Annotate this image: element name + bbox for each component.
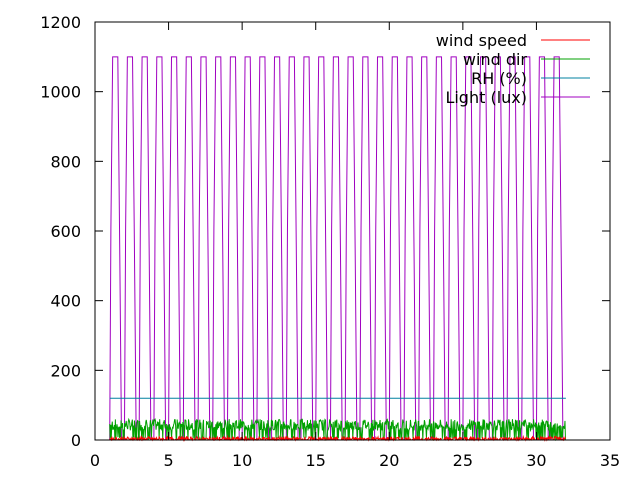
series-light-lux (109, 56, 564, 441)
y-tick-label: 1000 (40, 83, 81, 102)
x-tick-label: 35 (600, 451, 620, 470)
plot-series (109, 56, 566, 442)
y-tick-label: 800 (50, 152, 81, 171)
legend-label: Light (lux) (445, 88, 527, 107)
series-wind-dir (109, 417, 566, 442)
x-tick-label: 30 (526, 451, 546, 470)
legend-label: wind speed (436, 31, 527, 50)
y-tick-label: 400 (50, 292, 81, 311)
legend-label: wind dir (463, 50, 528, 69)
y-tick-label: 200 (50, 361, 81, 380)
y-tick-label: 0 (71, 431, 81, 450)
x-tick-label: 10 (232, 451, 252, 470)
y-tick-label: 600 (50, 222, 81, 241)
legend-label: RH (%) (471, 69, 527, 88)
y-tick-label: 1200 (40, 13, 81, 32)
x-tick-label: 0 (90, 451, 100, 470)
x-tick-label: 25 (453, 451, 473, 470)
x-tick-label: 15 (306, 451, 326, 470)
x-tick-label: 20 (379, 451, 399, 470)
x-tick-label: 5 (163, 451, 173, 470)
axes: 0 5 10 15 20 25 30 35 0 200 400 600 800 1000 1200 (40, 13, 620, 470)
